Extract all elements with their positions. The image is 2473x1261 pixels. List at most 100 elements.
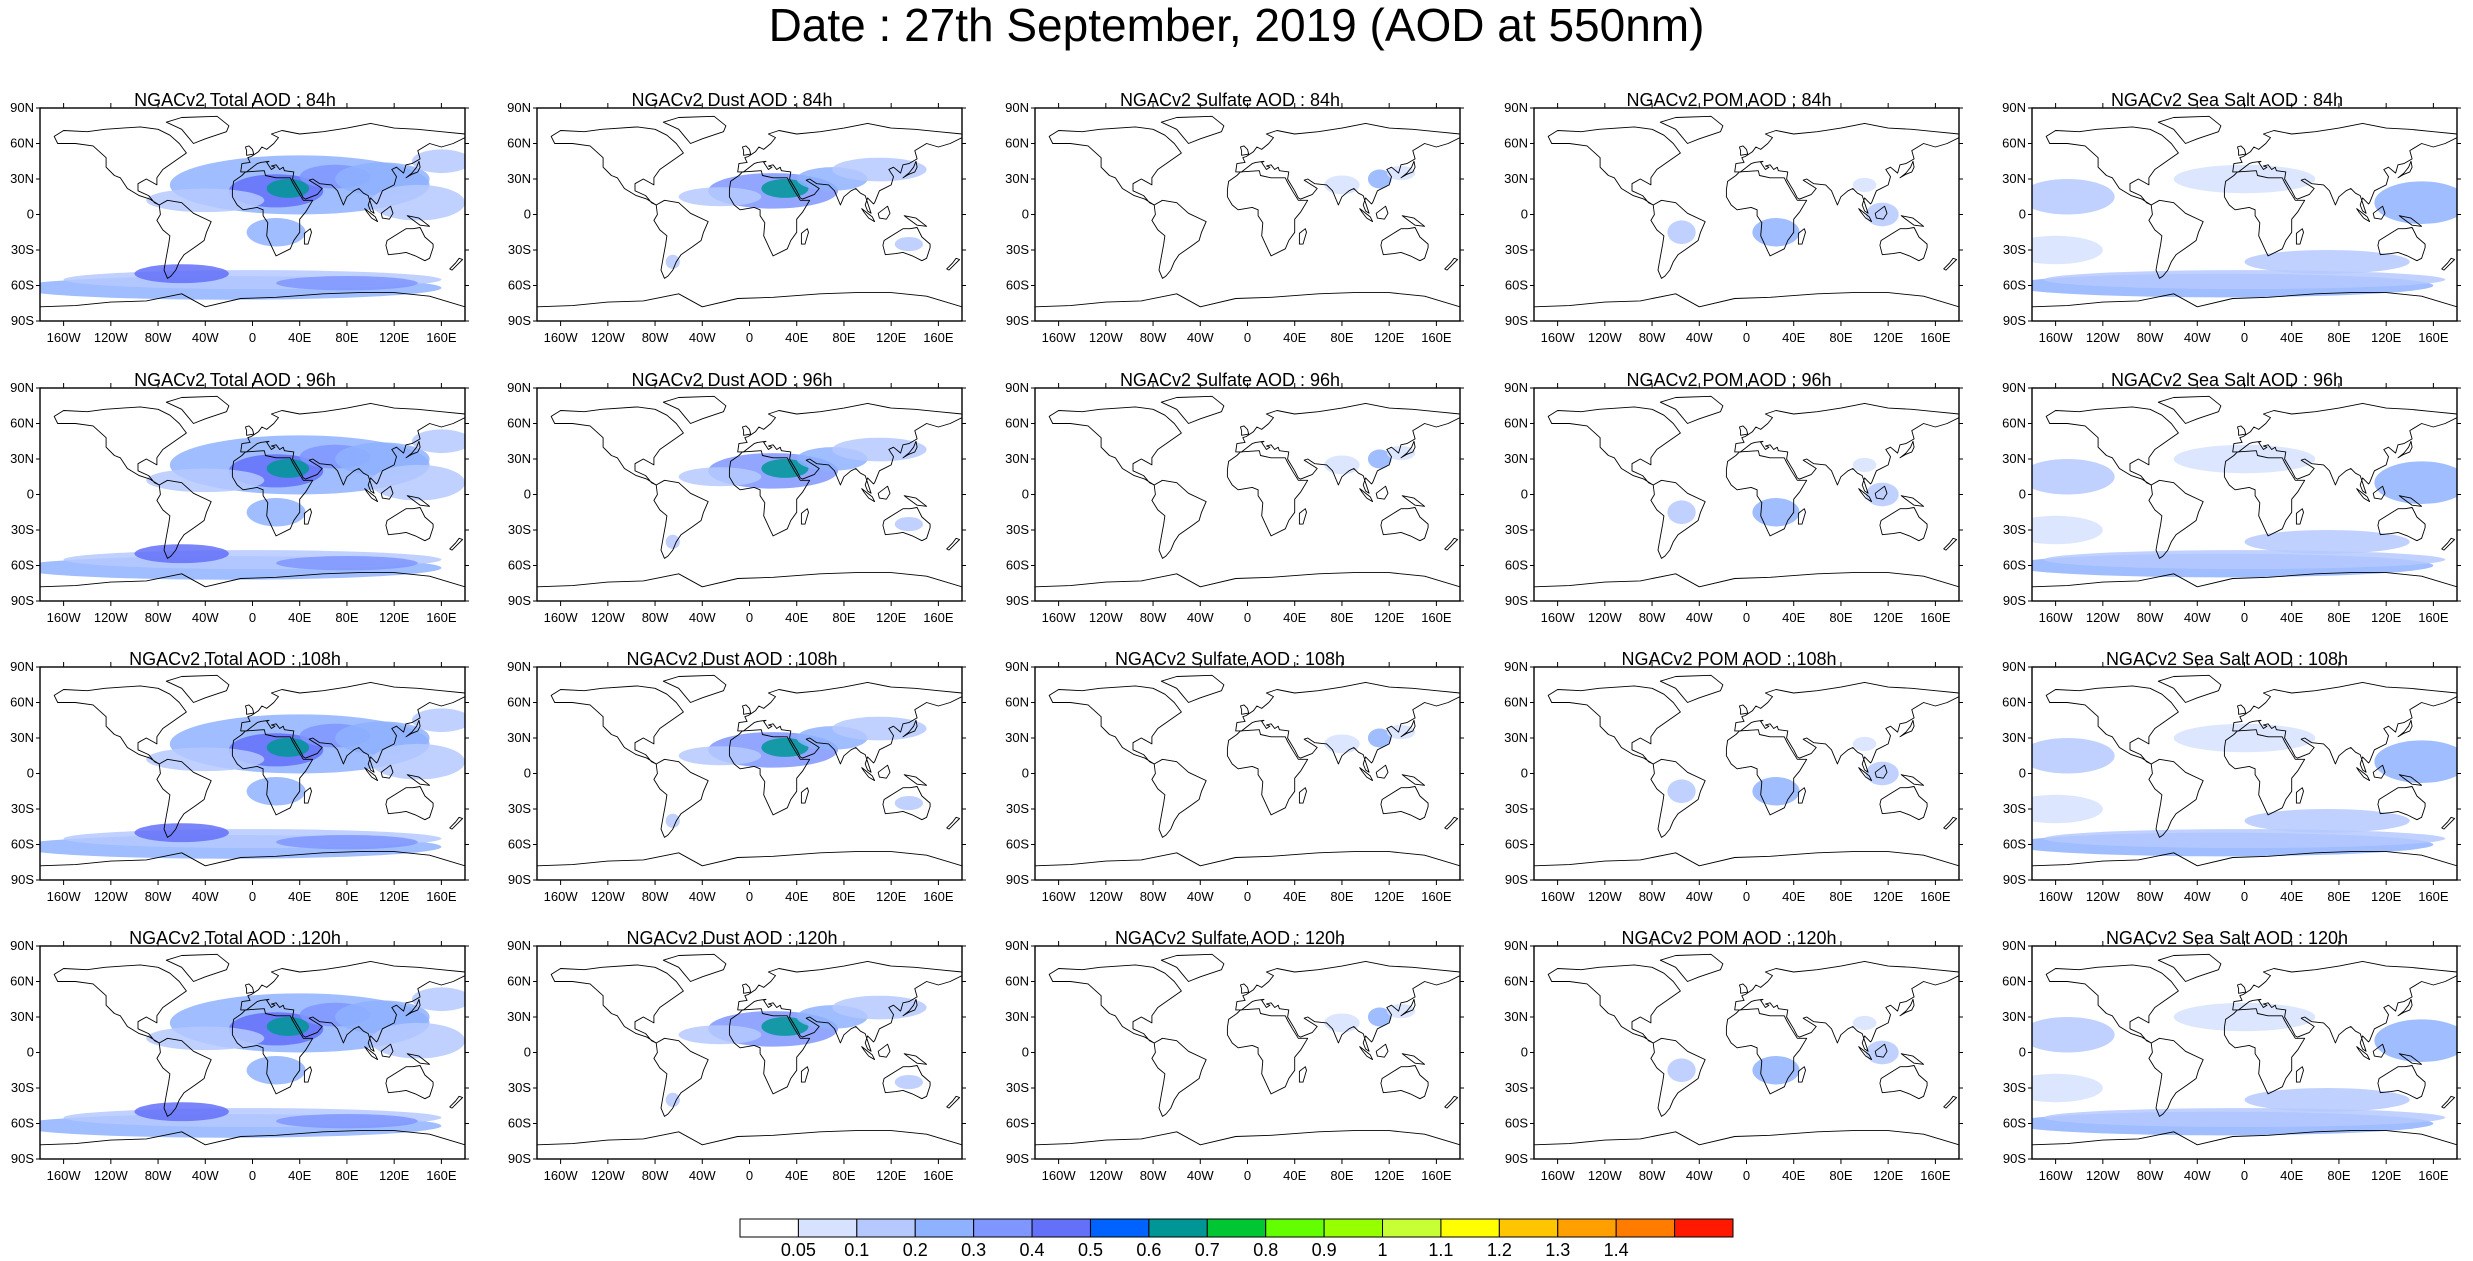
- coastline-madagascar: [303, 508, 312, 525]
- lat-tick-label: 30N: [1005, 171, 1029, 186]
- coastline-south-america: [156, 1037, 212, 1117]
- lat-tick-label: 0: [524, 766, 531, 781]
- lat-tick-label: 90N: [10, 938, 34, 953]
- lat-tick-label: 0: [1022, 207, 1029, 222]
- lon-tick-label: 0: [249, 1168, 256, 1183]
- coastline-madagascar: [1298, 508, 1307, 525]
- coastline-indonesia-borneo: [2372, 764, 2386, 779]
- lat-tick-label: 60N: [1005, 974, 1029, 989]
- coastline-new-zealand: [1444, 1095, 1459, 1109]
- world-map: 90N 60N 30N 0 30S 60S 90S 160W 120W 80W 40W 0 40E 80E…: [507, 938, 966, 1183]
- lon-tick-label: 0: [746, 889, 753, 904]
- coastline-eurasia: [1734, 122, 1959, 214]
- lon-tick-label: 120W: [1588, 330, 1623, 345]
- coastline-japan: [405, 160, 421, 179]
- lon-tick-label: 120E: [1374, 330, 1405, 345]
- lat-tick-label: 90N: [10, 100, 34, 115]
- lon-tick-label: 120W: [591, 610, 626, 625]
- coastline-new-guinea: [406, 495, 431, 507]
- world-map: 90N 60N 30N 0 30S 60S 90S 160W 120W 80W 40W 0 40E 80E…: [2002, 938, 2461, 1183]
- lon-tick-label: 80E: [1330, 330, 1353, 345]
- colorbar-box: [1440, 1218, 1500, 1238]
- coastline-australia: [1879, 227, 1928, 262]
- coastline-sumatra: [364, 208, 379, 223]
- lon-tick-label: 40W: [2184, 610, 2211, 625]
- lat-tick-label: 30N: [1504, 451, 1528, 466]
- lat-tick-label: 60S: [1006, 1116, 1029, 1131]
- lon-tick-label: 40E: [288, 610, 311, 625]
- coastline-australia: [1879, 507, 1928, 542]
- coastlines: [1035, 674, 1460, 880]
- coastline-sumatra: [861, 488, 876, 503]
- lon-tick-label: 40E: [288, 330, 311, 345]
- aod-plume: [1667, 500, 1696, 525]
- colorbar-label: 0.6: [1136, 1240, 1161, 1260]
- lat-tick-label: 90S: [508, 593, 531, 608]
- lat-tick-label: 30S: [508, 1080, 531, 1095]
- lon-tick-label: 80W: [145, 610, 172, 625]
- coastlines: [40, 674, 465, 880]
- lat-tick-label: 30S: [11, 801, 34, 816]
- aod-colorbar: 0.05 0.1 0.2 0.3 0.4 0.5 0.6 0.7 0.8 0.9 1 1.1 1.2 1.…: [739, 1218, 1734, 1260]
- coastline-uk: [1239, 983, 1250, 994]
- lon-tick-label: 0: [1244, 1168, 1251, 1183]
- lon-tick-label: 80E: [832, 1168, 855, 1183]
- aod-plume: [2043, 550, 2446, 570]
- lon-tick-label: 40E: [1283, 610, 1306, 625]
- lon-tick-label: 120W: [2086, 889, 2121, 904]
- coastline-africa: [1226, 1008, 1309, 1095]
- lon-tick-label: 0: [2241, 330, 2248, 345]
- lon-tick-label: 80E: [1330, 889, 1353, 904]
- lat-tick-label: 30S: [2003, 1080, 2026, 1095]
- coastline-new-zealand: [1943, 537, 1958, 551]
- aod-plume: [276, 1114, 418, 1129]
- coastline-north-america: [1547, 685, 1681, 765]
- lat-tick-label: 30S: [1006, 1080, 1029, 1095]
- lon-tick-label: 160W: [1042, 330, 1077, 345]
- lon-tick-label: 0: [249, 330, 256, 345]
- lon-tick-label: 80E: [1330, 610, 1353, 625]
- coastline-africa: [231, 170, 314, 257]
- coastline-madagascar: [800, 787, 809, 804]
- coastline-madagascar: [1797, 228, 1806, 245]
- coastline-uk: [1239, 145, 1250, 156]
- coastline-north-america: [2045, 964, 2179, 1044]
- coastline-sumatra: [2356, 1046, 2371, 1061]
- panel-title: NGACv2 POM AOD : 120h: [1621, 928, 1837, 948]
- coastline-madagascar: [1298, 1066, 1307, 1083]
- coastline-japan: [1899, 440, 1915, 459]
- coastline-south-america: [156, 199, 212, 279]
- aod-plume: [1852, 736, 1877, 752]
- coastline-indonesia-borneo: [877, 764, 891, 779]
- coastline-japan: [405, 998, 421, 1017]
- aod-plume: [1852, 1015, 1877, 1031]
- lon-tick-label: 80W: [642, 1168, 669, 1183]
- coastline-new-guinea: [903, 495, 928, 507]
- lon-tick-label: 80E: [2327, 330, 2350, 345]
- lat-tick-label: 90N: [2002, 938, 2026, 953]
- lon-tick-label: 0: [2241, 1168, 2248, 1183]
- coastline-uk: [244, 983, 255, 994]
- lat-tick-label: 90N: [10, 659, 34, 674]
- lat-tick-label: 0: [524, 1045, 531, 1060]
- lon-tick-label: 160E: [2418, 330, 2449, 345]
- coastline-new-zealand: [946, 1095, 961, 1109]
- panel-title: NGACv2 Total AOD : 84h: [134, 90, 336, 110]
- coastline-africa: [1226, 170, 1309, 257]
- coastlines: [1534, 395, 1959, 601]
- coastline-antarctica: [2032, 1130, 2457, 1159]
- coastline-japan: [1899, 719, 1915, 738]
- coastline-sumatra: [1858, 767, 1873, 782]
- coastline-eurasia: [240, 122, 465, 214]
- colorbar-box: [1498, 1218, 1559, 1238]
- coastline-north-america: [1048, 964, 1182, 1044]
- coastline-africa: [728, 1008, 811, 1095]
- aod-plume: [2374, 181, 2457, 224]
- map-panel: NGACv2 Sea Salt AOD : 84h 90N 60N 30N 0 30S 60…: [1992, 90, 2462, 360]
- coastline-north-america: [550, 126, 684, 206]
- lat-tick-label: 60S: [11, 837, 34, 852]
- coastline-eurasia: [2232, 960, 2457, 1052]
- lat-tick-label: 60N: [2002, 695, 2026, 710]
- colorbar-box: [1031, 1218, 1091, 1238]
- coastline-madagascar: [2295, 228, 2304, 245]
